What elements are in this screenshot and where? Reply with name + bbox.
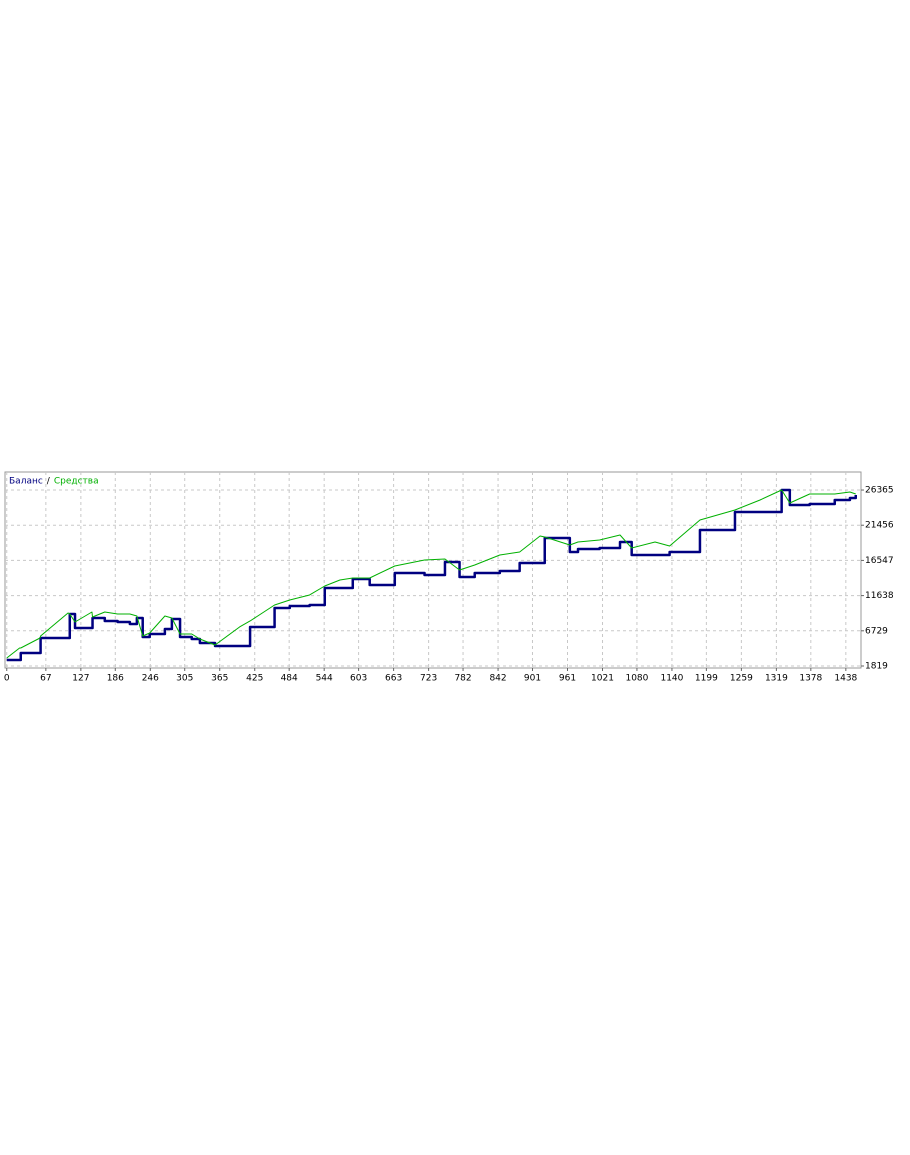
legend-equity: Средства bbox=[54, 477, 99, 487]
x-tick-label: 901 bbox=[524, 674, 541, 684]
x-tick-label: 663 bbox=[385, 674, 402, 684]
legend-balance: Баланс bbox=[9, 477, 43, 487]
x-tick-label: 1080 bbox=[625, 674, 648, 684]
x-tick-label: 842 bbox=[489, 674, 506, 684]
x-tick-label: 1140 bbox=[660, 674, 683, 684]
y-tick-label: 21456 bbox=[865, 521, 894, 531]
x-tick-label: 544 bbox=[316, 674, 333, 684]
x-tick-label: 365 bbox=[211, 674, 228, 684]
x-tick-label: 1319 bbox=[765, 674, 788, 684]
x-tick-label: 484 bbox=[281, 674, 298, 684]
x-tick-label: 186 bbox=[107, 674, 124, 684]
x-tick-label: 305 bbox=[176, 674, 193, 684]
x-tick-label: 782 bbox=[454, 674, 471, 684]
grid bbox=[5, 472, 861, 668]
x-tick-label: 1438 bbox=[834, 674, 857, 684]
y-tick-label: 16547 bbox=[865, 556, 894, 566]
x-tick-label: 425 bbox=[246, 674, 263, 684]
x-tick-label: 723 bbox=[420, 674, 437, 684]
x-tick-label: 603 bbox=[350, 674, 367, 684]
y-tick-label: 11638 bbox=[865, 591, 894, 601]
x-tick-label: 1378 bbox=[799, 674, 822, 684]
lines bbox=[6, 488, 857, 662]
y-tick-label: 6729 bbox=[865, 626, 888, 636]
x-tick-label: 0 bbox=[4, 674, 10, 684]
x-tick-label: 1259 bbox=[730, 674, 753, 684]
y-tick-label: 1819 bbox=[865, 661, 888, 671]
x-tick-label: 67 bbox=[40, 674, 51, 684]
legend-separator: / bbox=[47, 477, 51, 487]
balance-line bbox=[6, 488, 857, 662]
x-tick-label: 127 bbox=[72, 674, 89, 684]
y-tick-label: 26365 bbox=[865, 486, 894, 496]
x-tick-label: 1199 bbox=[695, 674, 718, 684]
equity-line bbox=[6, 489, 856, 659]
x-tick-label: 1021 bbox=[591, 674, 614, 684]
x-tick-label: 961 bbox=[559, 674, 576, 684]
x-tick-label: 246 bbox=[142, 674, 159, 684]
plot-frame bbox=[4, 471, 862, 669]
